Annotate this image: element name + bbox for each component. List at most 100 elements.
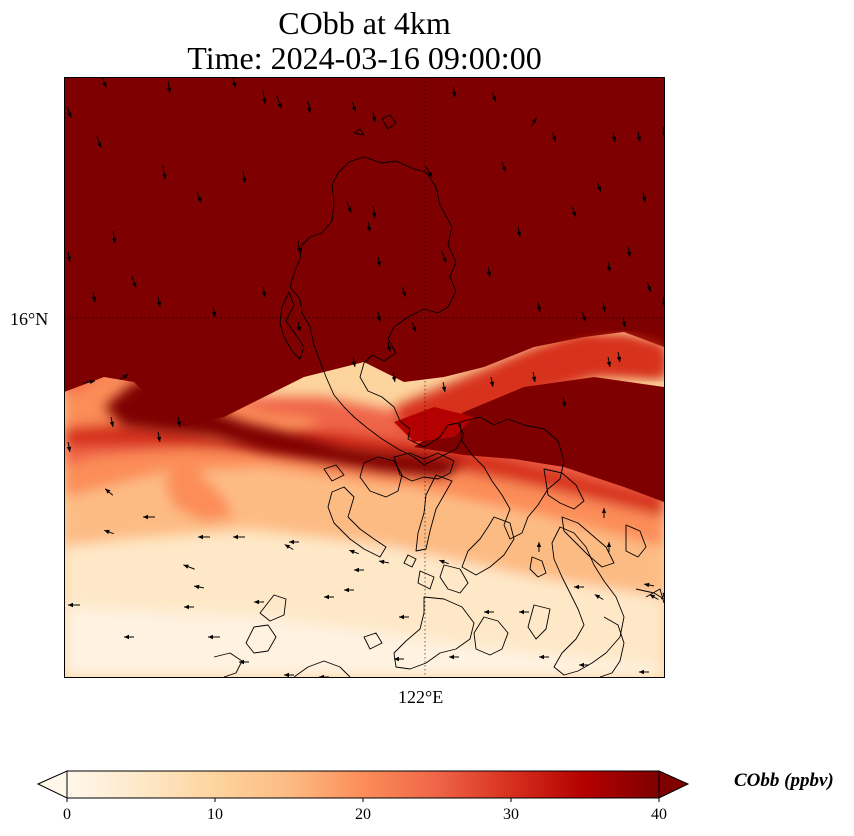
gridlines xyxy=(64,77,664,677)
wind-vector-arrow xyxy=(211,307,217,317)
coastlines xyxy=(213,114,664,677)
wind-vector-arrow xyxy=(601,508,607,518)
concentration-field xyxy=(64,77,664,677)
wind-vectors xyxy=(66,77,664,677)
wind-vector-arrow xyxy=(68,602,80,608)
colorbar-tick-20: 20 xyxy=(355,806,371,823)
colorbar-tick-30: 30 xyxy=(503,806,519,823)
wind-vector-arrow xyxy=(439,559,449,565)
latitude-tick-label: 16°N xyxy=(10,309,49,329)
wind-vector-arrow xyxy=(449,654,459,660)
wind-vector-arrow xyxy=(101,77,107,88)
wind-vector-arrow xyxy=(661,592,664,600)
wind-vector-arrow xyxy=(307,101,312,113)
wind-vector-arrow xyxy=(379,559,389,565)
wind-vector-arrow xyxy=(594,594,604,600)
wind-vector-arrow xyxy=(232,77,237,88)
wind-vector-arrow xyxy=(66,442,72,452)
wind-vector-arrow xyxy=(351,102,357,112)
wind-vector-arrow xyxy=(297,241,302,253)
wind-vector-arrow xyxy=(319,674,329,677)
wind-vector-arrow xyxy=(296,322,302,332)
wind-vector-arrow xyxy=(411,322,417,332)
wind-vector-arrow xyxy=(183,564,195,570)
wind-vector-arrow xyxy=(621,317,627,327)
wind-vector-arrow xyxy=(184,604,194,610)
wind-vector-arrow xyxy=(198,534,210,540)
wind-vector-arrow xyxy=(349,549,359,555)
wind-vector-arrow xyxy=(561,397,567,407)
wind-vector-arrow xyxy=(162,165,167,179)
wind-vector-arrow xyxy=(581,312,587,322)
colorbar-tick-10: 10 xyxy=(207,806,223,823)
wind-vector-arrow xyxy=(486,267,492,277)
wind-vector-arrow xyxy=(239,659,249,665)
wind-vector-arrow xyxy=(491,92,497,102)
wind-vector-arrow xyxy=(661,127,664,136)
wind-vector-arrow xyxy=(371,112,377,122)
map-subtitle-time: Time: 2024-03-16 09:00:00 xyxy=(187,40,542,76)
longitude-tick-label: 122°E xyxy=(398,687,444,707)
wind-vector-arrow xyxy=(601,302,607,312)
wind-vector-arrow xyxy=(354,567,364,573)
wind-vector-arrow xyxy=(346,201,352,213)
wind-vector-arrow xyxy=(441,382,447,392)
wind-vector-arrow xyxy=(611,132,617,142)
wind-vector-arrow xyxy=(66,252,72,262)
colorbar-tick-0: 0 xyxy=(63,806,71,823)
wind-vector-arrow xyxy=(536,302,542,312)
wind-vector-arrow xyxy=(261,287,267,297)
wind-vector-arrow xyxy=(551,132,557,142)
wind-vector-arrow xyxy=(519,609,529,615)
wind-vector-arrow xyxy=(83,379,95,384)
wind-vector-arrow xyxy=(451,87,457,97)
wind-vector-arrow xyxy=(167,81,172,93)
wind-vector-arrow xyxy=(531,117,537,127)
wind-vector-arrow xyxy=(391,372,397,382)
wind-vector-arrow xyxy=(536,542,542,552)
wind-vector-arrow xyxy=(646,282,652,292)
wind-vector-arrow xyxy=(324,594,334,600)
wind-vector-arrow xyxy=(289,539,299,545)
colorbar-max-extension xyxy=(658,770,690,799)
wind-vector-arrow xyxy=(394,656,404,662)
wind-vector-arrow xyxy=(109,417,115,427)
wind-vector-arrow xyxy=(104,488,114,496)
colorbar-tick-marks xyxy=(66,798,660,802)
wind-vector-arrow xyxy=(441,251,447,263)
map-panel xyxy=(64,77,665,678)
wind-vector-arrow xyxy=(579,662,589,668)
map-title: CObb at 4km xyxy=(278,5,451,41)
wind-vector-arrow xyxy=(344,587,354,593)
wind-vector-arrow xyxy=(574,584,584,590)
wind-vector-arrow xyxy=(644,582,654,588)
colorbar-gradient xyxy=(67,771,659,798)
wind-vector-arrow xyxy=(351,357,357,367)
wind-vector-arrow xyxy=(661,297,664,306)
wind-vector-arrow xyxy=(636,132,642,142)
wind-vector-arrow xyxy=(208,634,220,640)
wind-vector-arrow xyxy=(539,654,549,660)
colorbar-label: CObb (ppbv) xyxy=(734,770,834,791)
wind-vector-arrow xyxy=(119,374,129,380)
wind-vector-arrow xyxy=(233,534,245,540)
wind-vector-arrow xyxy=(616,352,622,362)
wind-vector-arrow xyxy=(366,222,372,232)
wind-vector-arrow xyxy=(112,231,117,243)
wind-vector-arrow xyxy=(376,312,382,322)
wind-vector-arrow xyxy=(376,257,382,267)
wind-vector-arrow xyxy=(194,584,204,590)
wind-vector-arrow xyxy=(156,297,162,307)
wind-vector-arrow xyxy=(284,672,294,677)
wind-vector-arrow xyxy=(156,432,162,442)
wind-vector-arrow xyxy=(571,207,577,217)
wind-vector-arrow xyxy=(196,191,202,203)
wind-vector-arrow xyxy=(254,599,264,605)
wind-vector-arrow xyxy=(386,342,392,352)
wind-vector-arrow xyxy=(104,529,114,535)
wind-vector-arrow xyxy=(124,634,134,640)
wind-vector-arrow xyxy=(176,417,182,427)
wind-vector-arrow xyxy=(143,514,155,520)
colorbar-min-extension xyxy=(36,770,68,799)
wind-vector-arrow xyxy=(262,90,267,104)
